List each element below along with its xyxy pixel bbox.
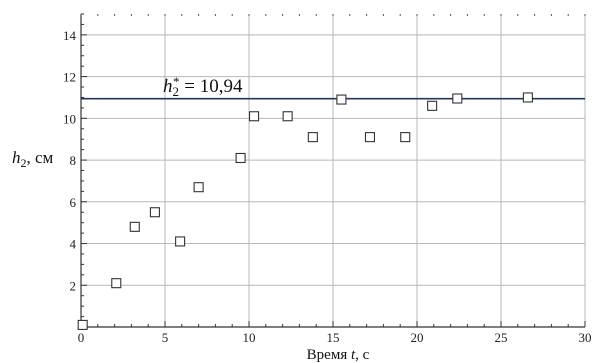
x-tick-label: 30	[579, 330, 592, 345]
x-tick-label: 20	[411, 330, 424, 345]
x-tick-label: 10	[243, 330, 256, 345]
data-point	[193, 182, 204, 193]
data-point	[77, 319, 88, 330]
y-tick-label: 12	[63, 70, 76, 85]
y-tick-label: 8	[70, 153, 77, 168]
data-point	[175, 236, 186, 247]
data-point	[427, 100, 438, 111]
x-tick-label: 25	[495, 330, 508, 345]
data-point	[522, 92, 533, 103]
data-point	[111, 278, 122, 289]
data-point	[248, 111, 260, 122]
data-point	[364, 132, 376, 143]
data-point	[235, 152, 246, 164]
x-tick-label: 15	[327, 330, 340, 345]
y-tick-label: 10	[63, 111, 76, 126]
y-tick-label: 14	[63, 28, 77, 43]
data-point	[149, 207, 160, 218]
x-axis-title: Время t, с	[307, 347, 370, 363]
y-axis-title: h2, см	[12, 148, 54, 170]
y-tick-label: 4	[70, 237, 77, 252]
y-tick-label: 6	[70, 195, 77, 210]
tick-labels: 0 5 10 15 20 25 30 2 4 6 8 10 12 14	[63, 28, 592, 345]
data-point	[282, 111, 293, 122]
x-tick-label: 0	[78, 330, 85, 345]
axes	[80, 13, 586, 328]
data-point	[129, 221, 140, 232]
x-tick-label: 5	[162, 330, 169, 345]
data-point	[336, 94, 347, 105]
data-points	[77, 92, 533, 330]
data-point	[452, 93, 463, 104]
data-point	[400, 132, 411, 143]
y-tick-label: 2	[70, 278, 77, 293]
data-point	[307, 132, 318, 143]
reference-line-label: h2* = 10,94	[163, 74, 243, 99]
grid	[81, 14, 586, 327]
